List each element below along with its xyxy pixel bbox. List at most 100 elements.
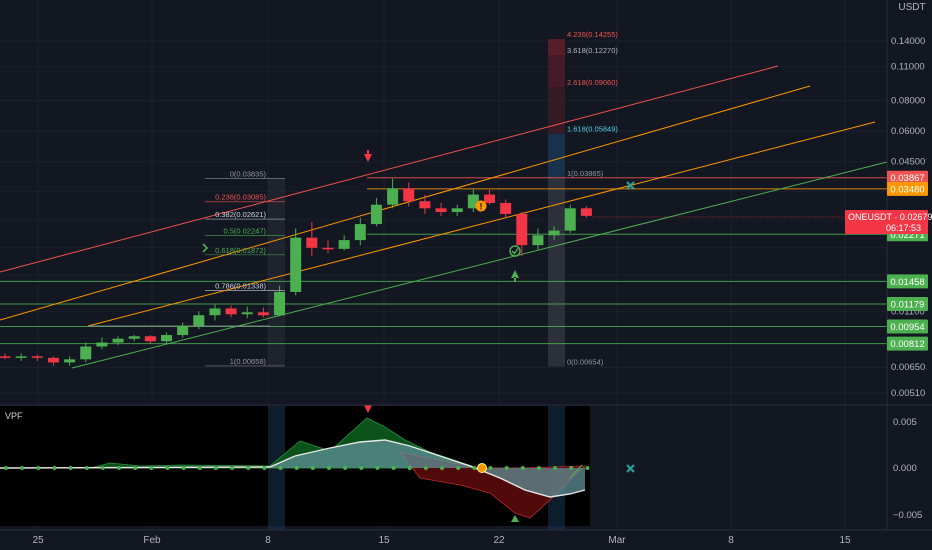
indicator-dot [359,466,364,470]
candle-body [354,224,366,241]
fib-extension-band [548,55,565,88]
price-tag-box [887,319,928,334]
last-price-symbol: ONEUSDT · 0.02679 [848,212,932,222]
last-price-box [845,210,928,234]
chevron-marker [202,243,209,253]
price-tick-label: 0.06000 [891,126,925,137]
price-tag-box [887,181,928,196]
price-tag-box [887,296,928,311]
candle-body [322,247,334,250]
check-marker [509,245,521,257]
indicator-dot [165,466,170,470]
candle-body [241,312,253,315]
indicator-plot [0,405,635,522]
price-tag-box [887,170,928,185]
indicator-dot [117,466,122,470]
fib-labels: 0(0.03835) 0.236(0.03085) 0.382(0.02621) 0.… [215,30,618,366]
price-tag-label: 0.02271 [890,230,924,241]
indicator-tick-label: 0.000 [893,463,917,474]
trend-channel-line [0,85,811,321]
price-tag-label: 0.01179 [891,299,925,310]
candle-body [80,346,92,360]
price-tag-box [887,336,928,351]
price-tag-label: 0.01458 [890,277,924,288]
candle-body [532,235,544,246]
indicator-dot [4,466,8,470]
candle-body [500,202,512,214]
fib-extension-label: 1.618(0.05849) [567,125,618,134]
indicator-dot [52,466,57,470]
x-marker [626,181,635,190]
candle-body [548,230,560,236]
candle-body [64,359,76,363]
candle-body [419,201,431,209]
candle-body [96,342,108,347]
indicator-dot [504,466,509,470]
indicator-name: VPF [5,411,23,421]
indicator-dot [472,466,477,470]
indicator-dot [569,466,574,470]
fib-retracement-label: 0.236(0.03085) [215,193,266,202]
fib-extension-label: 0(0.00654) [567,358,604,367]
indicator-dot [213,466,218,470]
candle-body [47,357,59,363]
indicator-dot [246,466,251,470]
indicator-dot [230,466,235,470]
time-tick-label: Mar [608,535,626,546]
price-tick-label: 0.04500 [891,157,925,168]
horizontal-levels [0,177,887,367]
price-tag-label: 0.00812 [890,339,924,350]
candle-body [31,356,43,358]
candle-body [370,204,382,225]
markers: ! [202,150,635,282]
price-tick-label: 0.14000 [891,36,925,47]
indicator-cross-line [569,464,583,479]
fib-retracement-label: 0(0.03835) [230,170,267,179]
candle-body [257,312,269,316]
price-tick-label: 0.00650 [891,362,925,373]
indicator-dot [536,466,541,470]
time-tick-label: 22 [493,535,505,546]
fib-retracement-label: 0.786(0.01338) [215,282,266,291]
time-tick-label: 15 [378,535,390,546]
price-tick-label: 0.01100 [891,306,925,317]
fib-extension-band [548,39,565,56]
candle-body [467,194,479,209]
candle-body [580,208,592,216]
price-tag-label: 0.03867 [890,173,924,184]
price-tick-label: 0.08000 [891,95,925,106]
indicator-dot [343,466,348,470]
fib-retracement-label: 0.382(0.02621) [215,210,266,219]
check-mark [511,248,519,255]
candle-body [112,338,124,343]
time-axis[interactable]: 25 Feb 8 15 22 Mar 8 15 [0,529,932,546]
indicator-dot [68,466,73,470]
price-tick-label: 0.11000 [891,62,925,73]
grid [0,0,887,530]
indicator-dot [440,466,445,470]
indicator-dot [585,466,590,470]
candle-body [209,308,221,316]
indicator-dot [407,466,412,470]
last-price-countdown: 06:17:53 [886,223,921,233]
price-axis[interactable]: USDT 0.14000 0.11000 0.08000 0.06000 0.04500… [0,0,932,530]
trend-channels [0,65,888,369]
trend-channel-line [71,161,888,369]
warning-marker-glyph: ! [480,202,483,212]
indicator-x-marker [626,464,635,473]
candle-body [435,208,447,213]
indicator-up-arrow [511,515,519,522]
candle-body [225,308,237,315]
candle-body [193,315,205,326]
candle-body [177,325,189,336]
fib-extension-label: 2.618(0.09060) [567,78,618,87]
candle-body [0,356,11,358]
price-tag-label: 0.03480 [890,184,924,195]
candle-body [387,188,399,205]
indicator-signal-line [0,439,586,498]
time-tick-label: 25 [32,535,44,546]
indicator-dot [423,466,428,470]
indicator-dot [294,466,299,470]
indicator-dot [133,466,138,470]
